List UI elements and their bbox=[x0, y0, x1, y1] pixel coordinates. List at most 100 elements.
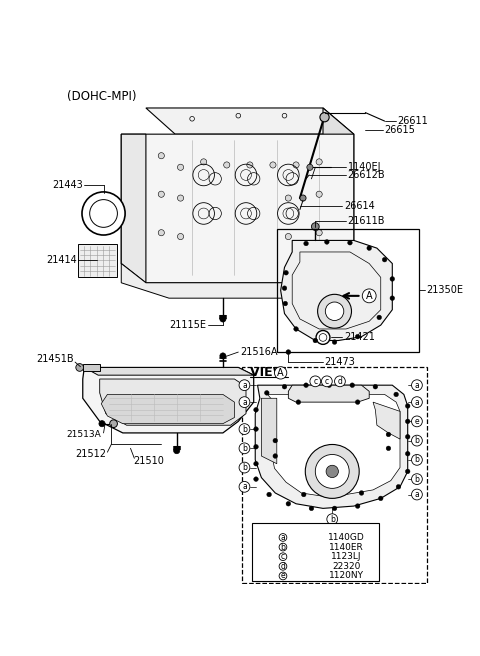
Text: 21513A: 21513A bbox=[67, 430, 101, 439]
Polygon shape bbox=[255, 385, 408, 508]
Text: a: a bbox=[242, 380, 247, 390]
Circle shape bbox=[411, 489, 422, 500]
Text: 21443: 21443 bbox=[52, 180, 83, 190]
Text: 21510: 21510 bbox=[133, 456, 164, 466]
Circle shape bbox=[178, 164, 184, 171]
Circle shape bbox=[247, 162, 253, 168]
Circle shape bbox=[309, 506, 314, 510]
Text: c: c bbox=[325, 377, 329, 386]
Circle shape bbox=[327, 383, 332, 388]
Text: 1120NY: 1120NY bbox=[329, 571, 364, 581]
Circle shape bbox=[239, 482, 250, 492]
Text: 22320: 22320 bbox=[332, 562, 360, 571]
Text: 21473: 21473 bbox=[324, 357, 355, 367]
Circle shape bbox=[386, 446, 391, 451]
Circle shape bbox=[174, 447, 180, 454]
Circle shape bbox=[411, 455, 422, 465]
Circle shape bbox=[325, 302, 344, 321]
Polygon shape bbox=[252, 523, 379, 581]
Circle shape bbox=[332, 340, 337, 344]
Text: 26615: 26615 bbox=[384, 125, 416, 134]
Circle shape bbox=[359, 491, 364, 495]
Circle shape bbox=[178, 234, 184, 239]
Circle shape bbox=[406, 434, 410, 439]
Circle shape bbox=[326, 465, 338, 478]
Text: SYMBOL: SYMBOL bbox=[262, 523, 304, 532]
Text: 26611: 26611 bbox=[398, 116, 429, 126]
Circle shape bbox=[158, 230, 164, 236]
Circle shape bbox=[305, 445, 359, 499]
Circle shape bbox=[254, 461, 258, 466]
Text: A: A bbox=[366, 291, 372, 301]
Circle shape bbox=[316, 191, 322, 197]
Circle shape bbox=[355, 504, 360, 508]
Circle shape bbox=[355, 400, 360, 405]
Polygon shape bbox=[84, 367, 254, 375]
Text: 26612B: 26612B bbox=[348, 170, 385, 180]
Circle shape bbox=[319, 334, 327, 341]
Text: 1123LJ: 1123LJ bbox=[331, 552, 362, 561]
Circle shape bbox=[284, 270, 288, 275]
Text: b: b bbox=[415, 475, 420, 483]
Circle shape bbox=[282, 286, 287, 291]
Polygon shape bbox=[267, 394, 400, 497]
Circle shape bbox=[406, 419, 410, 424]
Text: VIEW: VIEW bbox=[250, 366, 290, 379]
Circle shape bbox=[239, 380, 250, 390]
Text: e: e bbox=[415, 417, 419, 426]
Circle shape bbox=[254, 477, 258, 482]
Circle shape bbox=[267, 492, 271, 497]
Circle shape bbox=[382, 257, 387, 262]
Circle shape bbox=[316, 331, 330, 344]
Polygon shape bbox=[281, 240, 392, 340]
Circle shape bbox=[315, 455, 349, 488]
Text: 21451B: 21451B bbox=[36, 354, 73, 364]
Circle shape bbox=[282, 384, 287, 389]
Circle shape bbox=[285, 195, 291, 201]
Circle shape bbox=[286, 501, 291, 506]
Circle shape bbox=[373, 384, 378, 389]
Text: 1140GD: 1140GD bbox=[328, 533, 365, 542]
Circle shape bbox=[301, 492, 306, 497]
Circle shape bbox=[76, 363, 84, 371]
Circle shape bbox=[239, 424, 250, 434]
Polygon shape bbox=[83, 367, 254, 433]
Circle shape bbox=[350, 383, 355, 388]
Circle shape bbox=[270, 162, 276, 168]
Circle shape bbox=[316, 159, 322, 165]
Circle shape bbox=[411, 435, 422, 446]
Circle shape bbox=[411, 380, 422, 390]
Text: b: b bbox=[330, 515, 335, 523]
Circle shape bbox=[296, 400, 300, 405]
Polygon shape bbox=[262, 398, 277, 464]
Circle shape bbox=[390, 277, 395, 281]
Text: b: b bbox=[280, 543, 286, 552]
Text: A: A bbox=[277, 368, 284, 378]
Circle shape bbox=[355, 335, 360, 339]
Text: 21115E: 21115E bbox=[169, 320, 206, 330]
Circle shape bbox=[279, 533, 287, 541]
Text: b: b bbox=[415, 436, 420, 445]
Circle shape bbox=[406, 403, 410, 408]
Text: 21611B: 21611B bbox=[348, 216, 385, 226]
Circle shape bbox=[158, 191, 164, 197]
Circle shape bbox=[275, 367, 287, 379]
Polygon shape bbox=[121, 264, 354, 298]
Circle shape bbox=[279, 562, 287, 570]
Text: 21512: 21512 bbox=[75, 449, 106, 459]
Circle shape bbox=[273, 454, 277, 459]
Text: 21414: 21414 bbox=[46, 255, 77, 264]
Circle shape bbox=[335, 376, 345, 387]
Circle shape bbox=[394, 392, 398, 397]
Circle shape bbox=[378, 496, 383, 501]
Text: b: b bbox=[242, 463, 247, 472]
Text: 21516A: 21516A bbox=[240, 347, 277, 357]
Circle shape bbox=[239, 443, 250, 454]
Polygon shape bbox=[121, 134, 146, 283]
Text: a: a bbox=[281, 533, 285, 542]
Circle shape bbox=[158, 153, 164, 159]
Text: 21350E: 21350E bbox=[426, 285, 463, 295]
Circle shape bbox=[386, 432, 391, 437]
Circle shape bbox=[82, 192, 125, 235]
Circle shape bbox=[406, 451, 410, 456]
